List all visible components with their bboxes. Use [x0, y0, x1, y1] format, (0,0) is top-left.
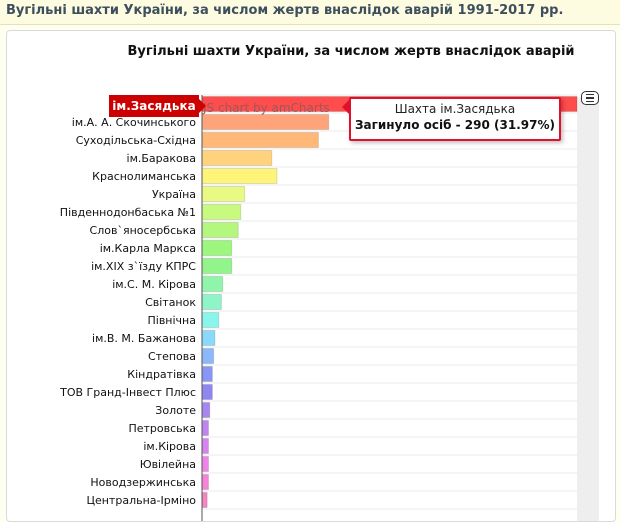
category-label: Кіндратівка	[127, 368, 196, 381]
bar[interactable]	[201, 114, 330, 130]
category-label: Степова	[148, 350, 196, 363]
category-label: Золоте	[155, 404, 196, 417]
bar[interactable]	[201, 168, 278, 184]
category-label: ім.Кірова	[143, 440, 196, 453]
category-label: ім.С. М. Кірова	[112, 278, 196, 291]
bar[interactable]	[201, 312, 220, 328]
bar[interactable]	[201, 438, 209, 454]
category-label: Петровська	[128, 422, 196, 435]
chart-scrollbar[interactable]	[577, 97, 599, 521]
category-label: Краснолиманська	[92, 170, 196, 183]
category-label: ім.А. А. Скочинського	[72, 116, 196, 129]
bar[interactable]	[201, 492, 208, 508]
hamburger-menu-icon[interactable]	[581, 91, 599, 105]
bar[interactable]	[201, 402, 211, 418]
category-label: Світанок	[145, 296, 196, 309]
bar[interactable]	[201, 276, 224, 292]
bar[interactable]	[201, 150, 273, 166]
bar-tooltip: Шахта ім.Засядька Загинуло осіб - 290 (3…	[342, 97, 561, 141]
category-label: ТОВ Гранд-Інвест Плюс	[59, 386, 196, 399]
category-label: Суходільська-Східна	[76, 134, 196, 147]
category-label: ім.Баракова	[127, 152, 196, 165]
category-label: Україна	[152, 188, 196, 201]
chart-panel: Вугільні шахти України, за числом жертв …	[6, 30, 616, 522]
bar[interactable]	[201, 474, 209, 490]
category-label: ім.В. М. Бажанова	[92, 332, 196, 345]
tooltip-value: Загинуло осіб - 290 (31.97%)	[355, 118, 555, 132]
amcharts-credit-link[interactable]: JS chart by amCharts	[203, 101, 330, 115]
bar[interactable]	[201, 294, 222, 310]
bar[interactable]	[201, 222, 239, 238]
category-label: ім.Карла Маркса	[100, 242, 196, 255]
category-label: Слов`яносербська	[90, 224, 196, 237]
bar[interactable]	[201, 420, 209, 436]
category-label: ім.XIX з`їзду КПРС	[91, 260, 196, 273]
category-label: Південнодонбаська №1	[60, 206, 196, 219]
bar[interactable]	[201, 456, 209, 472]
bar[interactable]	[201, 204, 242, 220]
page-header: Вугільні шахти України, за числом жертв …	[0, 0, 620, 25]
category-label: Новодзержинська	[90, 476, 196, 489]
page-title: Вугільні шахти України, за числом жертв …	[6, 3, 564, 18]
tooltip-name: Шахта ім.Засядька	[394, 102, 516, 116]
bar[interactable]	[201, 240, 233, 256]
bar[interactable]	[201, 330, 216, 346]
category-label: Північна	[148, 314, 197, 327]
category-label: Центральна-Ірміно	[86, 494, 196, 507]
bar[interactable]	[201, 348, 215, 364]
chart-title: Вугільні шахти України, за числом жертв …	[127, 44, 575, 59]
bar[interactable]	[201, 366, 213, 382]
bar[interactable]	[201, 132, 319, 148]
bar[interactable]	[201, 258, 233, 274]
cursor-category-label: ім.Засядька	[109, 95, 206, 117]
category-label: Ювілейна	[140, 458, 196, 471]
bar[interactable]	[201, 186, 246, 202]
bar[interactable]	[201, 384, 213, 400]
